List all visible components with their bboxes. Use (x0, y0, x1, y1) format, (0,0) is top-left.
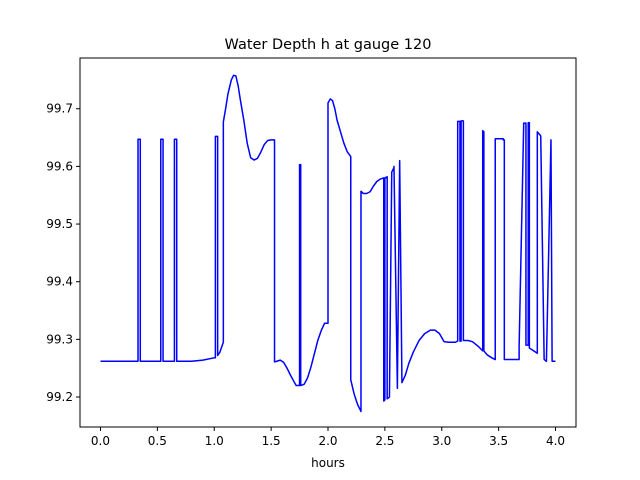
x-tick-label: 2.5 (375, 434, 394, 448)
x-tick-label: 1.0 (205, 434, 224, 448)
x-axis: 0.0 0.5 1.0 1.5 2.0 2.5 3.0 3.5 4.0 (91, 427, 565, 448)
series-line-water-depth (100, 74, 556, 413)
y-tick-label: 99.2 (46, 390, 73, 404)
y-tick-label: 99.5 (46, 217, 73, 231)
x-axis-label: hours (311, 456, 345, 470)
y-tick-label: 99.6 (46, 159, 73, 173)
chart-title: Water Depth h at gauge 120 (225, 37, 432, 53)
y-tick-label: 99.4 (46, 275, 73, 289)
plot-area (100, 74, 556, 413)
x-tick-label: 4.0 (546, 434, 565, 448)
x-tick-label: 0.0 (91, 434, 110, 448)
x-tick-label: 3.0 (432, 434, 451, 448)
x-tick-label: 3.5 (489, 434, 508, 448)
y-tick-label: 99.7 (46, 102, 73, 116)
x-tick-label: 2.0 (318, 434, 337, 448)
x-tick-label: 1.5 (262, 434, 281, 448)
y-axis: 99.2 99.3 99.4 99.5 99.6 99.7 (46, 102, 80, 404)
x-tick-label: 0.5 (148, 434, 167, 448)
y-tick-label: 99.3 (46, 332, 73, 346)
